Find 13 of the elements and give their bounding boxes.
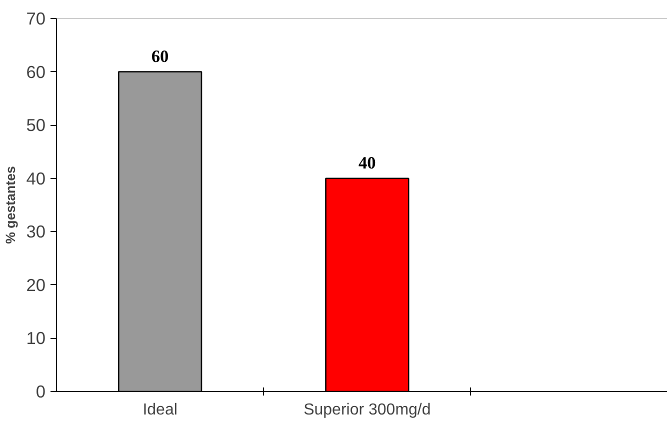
x-tick-label: Superior 300mg/d: [304, 402, 431, 418]
y-tick-label: 60: [26, 62, 46, 82]
y-tick-label: 30: [26, 222, 46, 242]
y-tick-label: 50: [26, 115, 46, 136]
data-label: 60: [151, 46, 169, 66]
y-tick-label: 10: [26, 328, 46, 348]
y-tick-label: 20: [26, 274, 46, 295]
y-axis-title: % gestantes: [3, 166, 18, 244]
x-tick-label: Ideal: [142, 402, 178, 418]
data-label: 40: [358, 153, 376, 172]
y-tick-label: 40: [26, 168, 46, 188]
y-tick-label: 70: [26, 8, 46, 28]
y-tick-label: 0: [36, 382, 46, 402]
